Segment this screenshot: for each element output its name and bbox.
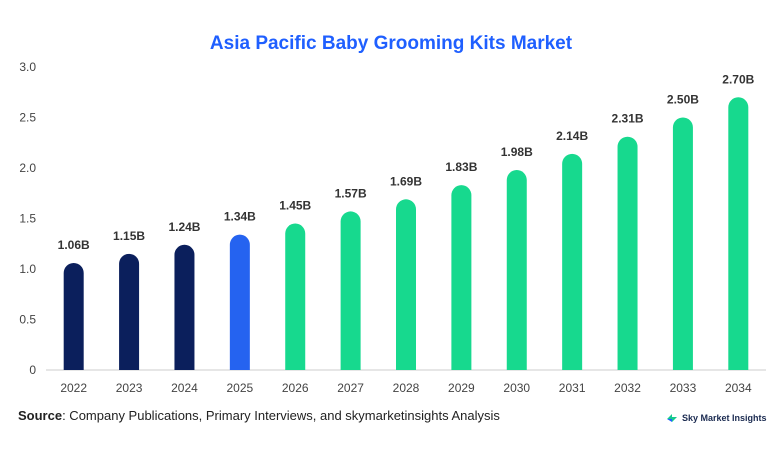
y-tick-label: 2.5 — [19, 111, 36, 125]
bar-2024 — [174, 244, 195, 370]
source-note: Source: Company Publications, Primary In… — [18, 408, 500, 423]
bar-2029 — [451, 185, 472, 370]
x-tick-label: 2029 — [448, 381, 475, 395]
x-axis-labels: 2022 2023 2024 2025 2026 2027 2028 2029 2030 2031… — [60, 381, 752, 395]
data-label: 1.15B — [113, 229, 145, 243]
x-tick-label: 2028 — [393, 381, 420, 395]
x-tick-label: 2022 — [60, 381, 87, 395]
data-label: 1.34B — [224, 210, 256, 224]
data-label: 2.70B — [722, 72, 754, 86]
data-label: 1.83B — [445, 160, 477, 174]
data-label: 1.98B — [501, 145, 533, 159]
x-tick-label: 2030 — [503, 381, 530, 395]
y-tick-label: 2.0 — [19, 161, 36, 175]
x-tick-label: 2034 — [725, 381, 752, 395]
y-tick-label: 0.5 — [19, 313, 36, 327]
brand-name: Sky Market Insights — [682, 413, 767, 423]
data-label: 1.24B — [168, 220, 200, 234]
bar-2022 — [63, 262, 84, 370]
data-label: 2.31B — [612, 112, 644, 126]
bar-2027 — [340, 211, 361, 370]
bar-2034 — [728, 97, 749, 371]
bar-2032 — [617, 136, 638, 370]
bar-2026 — [285, 223, 306, 370]
bar-2030 — [506, 170, 527, 370]
source-text: : Company Publications, Primary Intervie… — [62, 408, 500, 423]
bar-2025 — [229, 234, 250, 370]
brand-logo: Sky Market Insights — [666, 412, 767, 424]
x-tick-label: 2031 — [559, 381, 586, 395]
bar-2028 — [396, 199, 416, 370]
x-tick-label: 2032 — [614, 381, 641, 395]
data-labels: 1.06B 1.15B 1.24B 1.34B 1.45B 1.57B 1.69B 1.83B… — [58, 72, 755, 252]
data-label: 1.57B — [335, 186, 367, 200]
data-label: 1.06B — [58, 238, 90, 252]
sky-market-insights-logo-icon — [667, 414, 677, 422]
data-label: 1.69B — [390, 174, 422, 188]
data-label: 2.14B — [556, 129, 588, 143]
y-tick-label: 3.0 — [19, 60, 36, 74]
x-tick-label: 2026 — [282, 381, 309, 395]
bar-2023 — [119, 253, 140, 370]
x-tick-label: 2027 — [337, 381, 364, 395]
x-tick-label: 2024 — [171, 381, 198, 395]
bars-group — [63, 97, 749, 371]
y-axis-ticks: 0 0.5 1.0 1.5 2.0 2.5 3.0 — [19, 60, 36, 377]
y-tick-label: 1.5 — [19, 212, 36, 226]
y-tick-label: 0 — [29, 363, 36, 377]
data-label: 1.45B — [279, 199, 311, 213]
y-tick-label: 1.0 — [19, 262, 36, 276]
x-tick-label: 2023 — [116, 381, 143, 395]
data-label: 2.50B — [667, 93, 699, 107]
chart-title: Asia Pacific Baby Grooming Kits Market — [209, 33, 573, 54]
x-tick-label: 2033 — [670, 381, 697, 395]
x-tick-label: 2025 — [226, 381, 253, 395]
bar-2031 — [562, 153, 583, 370]
bar-2033 — [672, 117, 693, 370]
source-label: Source — [18, 408, 63, 423]
